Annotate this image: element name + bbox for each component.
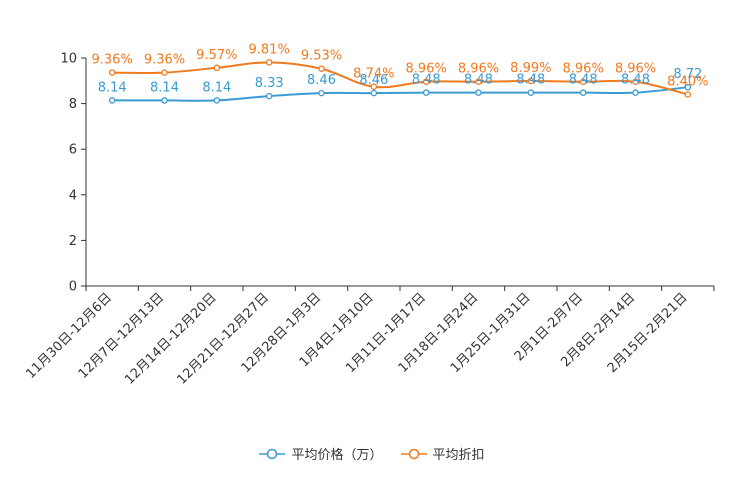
y-tick-label: 4 [69,188,77,203]
price-point[interactable] [161,97,168,104]
price-point[interactable] [579,89,587,96]
discount-point[interactable] [684,91,692,98]
price-series-line [112,86,688,102]
price-data-label: 8.14 [150,80,179,95]
discount-data-label: 8.74% [353,67,394,82]
price-data-label: 8.48 [516,73,545,88]
price-data-label: 8.14 [202,80,231,95]
legend: 平均价格（万） 平均折扣 [0,444,744,463]
y-tick-label: 0 [69,280,77,295]
discount-point[interactable] [579,78,587,85]
price-data-label: 8.48 [464,73,493,88]
legend-discount-line-icon [400,448,427,459]
discount-data-label: 9.57% [196,48,237,63]
y-tick-label: 2 [69,234,77,249]
discount-data-label: 9.53% [301,49,342,64]
price-point[interactable] [684,83,692,91]
price-point[interactable] [422,89,430,96]
discount-point[interactable] [161,69,168,76]
price-data-label: 8.33 [255,76,284,91]
discount-data-label: 8.96% [406,62,447,77]
discount-data-label: 8.99% [510,61,551,76]
x-tick-label: 11月30日-12月6日 [23,290,115,382]
discount-point[interactable] [475,78,482,85]
price-data-label: 8.48 [569,73,598,88]
price-point[interactable] [370,89,378,97]
price-point[interactable] [475,89,482,96]
price-point[interactable] [265,92,273,100]
legend-item-discount[interactable]: 平均折扣 [400,444,485,463]
price-point[interactable] [108,97,116,104]
legend-price-label: 平均价格（万） [291,448,383,463]
discount-point[interactable] [422,78,430,85]
legend-price-line-icon [259,448,286,459]
y-tick-label: 10 [60,52,77,67]
discount-data-label: 8.96% [458,62,499,77]
legend-item-price[interactable]: 平均价格（万） [259,444,383,463]
discount-data-label: 8.96% [563,62,604,77]
discount-point[interactable] [265,59,273,66]
x-tick-label: 12月21日-12月27日 [175,290,272,387]
price-data-label: 8.46 [359,73,388,88]
x-axis: 11月30日-12月6日12月7日-12月13日12月14日-12月20日12月… [23,285,715,388]
data-label-layer: 8.14 8.14 8.14 8.33 8.46 8.46 8.48 8.48 8.48 8.48… [92,42,709,95]
discount-data-label: 9.36% [144,53,185,68]
discount-data-label: 9.81% [249,42,290,57]
price-data-label: 8.48 [412,73,441,88]
discount-data-label: 8.40% [667,74,708,89]
price-point[interactable] [213,97,221,104]
y-tick-label: 8 [69,97,77,112]
discount-point[interactable] [527,77,535,85]
discount-point[interactable] [108,69,116,76]
discount-data-label: 9.36% [92,53,133,68]
price-data-label: 8.14 [98,80,127,95]
discount-data-label: 8.96% [615,62,656,77]
price-data-label: 8.72 [673,67,702,82]
price-point[interactable] [632,89,639,96]
discount-point[interactable] [318,65,325,72]
discount-point[interactable] [370,83,378,90]
series-layer [108,59,692,104]
y-tick-label: 6 [69,143,77,158]
y-axis: 0 2 4 6 8 10 [60,52,87,295]
price-point[interactable] [318,89,325,97]
price-data-label: 8.48 [621,73,650,88]
discount-point[interactable] [213,64,221,72]
price-point[interactable] [527,89,535,96]
price-data-label: 8.46 [307,73,336,88]
x-tick-label: 12月14日-12月20日 [122,290,219,387]
legend-discount-label: 平均折扣 [432,448,485,463]
discount-series-line [112,61,689,96]
discount-point[interactable] [632,78,639,85]
